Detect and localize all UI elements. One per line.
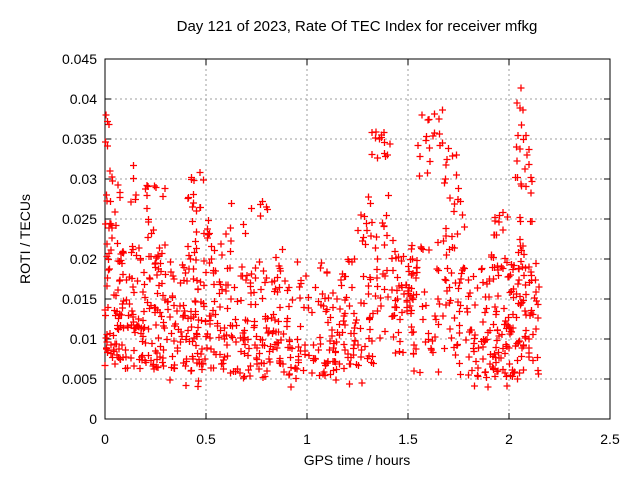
tick-label-layer: 0 0.5 1 1.5 2 2.5 0 0.005 0.01 0.015 0.02 0.025 0.03… <box>62 51 620 447</box>
x-axis-label: GPS time / hours <box>304 452 411 468</box>
x-tick-label: 1 <box>303 431 311 447</box>
x-tick-label: 2.5 <box>600 431 620 447</box>
x-tick-label: 2 <box>505 431 513 447</box>
tick-layer <box>104 58 611 420</box>
x-tick-label: 1.5 <box>398 431 418 447</box>
y-tick-label: 0 <box>89 411 97 427</box>
y-axis-label: ROTI / TECUs <box>17 194 33 284</box>
y-tick-label: 0.025 <box>62 211 97 227</box>
chart-title: Day 121 of 2023, Rate Of TEC Index for r… <box>177 18 538 35</box>
y-tick-label: 0.015 <box>62 291 97 307</box>
x-tick-label: 0.5 <box>196 431 216 447</box>
y-tick-label: 0.045 <box>62 51 97 67</box>
x-tick-label: 0 <box>101 431 109 447</box>
y-tick-label: 0.01 <box>70 331 97 347</box>
y-tick-label: 0.005 <box>62 371 97 387</box>
plot-border <box>104 58 611 420</box>
y-tick-label: 0.03 <box>70 171 97 187</box>
scatter-points <box>101 84 543 391</box>
y-tick-label: 0.04 <box>70 91 97 107</box>
y-tick-label: 0.035 <box>62 131 97 147</box>
y-tick-label: 0.02 <box>70 251 97 267</box>
